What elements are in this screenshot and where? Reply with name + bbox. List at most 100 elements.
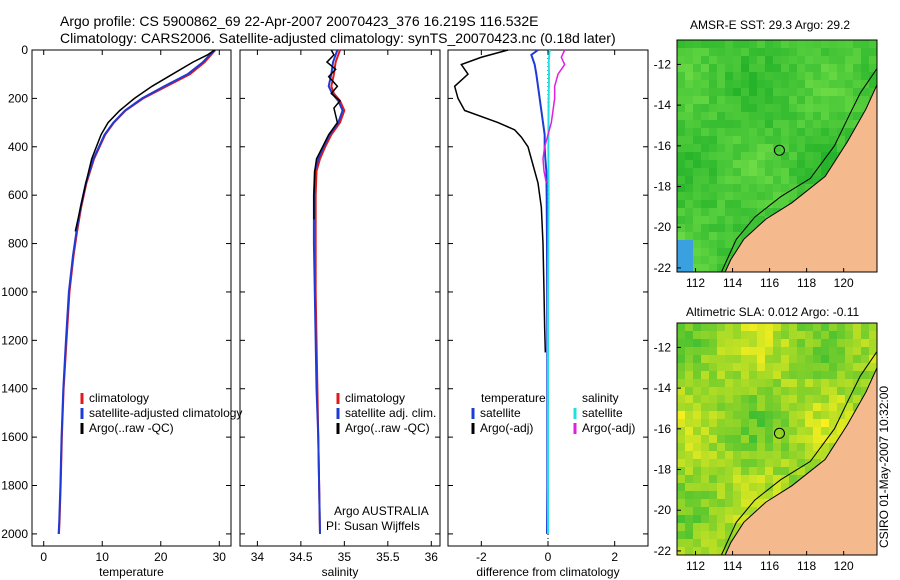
sla-map-cell: [821, 443, 830, 452]
sla-map-cell: [757, 347, 766, 356]
sla-map-cell: [693, 371, 702, 380]
sla-map-cell: [701, 435, 710, 444]
sst-map-cell: [757, 160, 766, 169]
sla-map-cell: [797, 363, 806, 372]
sst-map-cell: [677, 120, 686, 129]
sla-map-cell: [733, 371, 742, 380]
sst-map-cell: [701, 152, 710, 161]
sla-map-cell: [717, 507, 726, 516]
sla-map-cell: [773, 483, 782, 492]
sla-map-cell: [781, 411, 790, 420]
sst-map-cell: [693, 88, 702, 97]
sst-map-cell: [749, 208, 758, 217]
sla-map-land: [725, 367, 877, 555]
sla-map-cell: [789, 443, 798, 452]
sla-map-cell: [749, 451, 758, 460]
sst-map-cell: [765, 96, 774, 105]
sla-map-cell: [693, 443, 702, 452]
sla-map-cell: [797, 395, 806, 404]
sst-map-cell: [733, 112, 742, 121]
sst-map-cell: [741, 160, 750, 169]
sla-map-cell: [701, 387, 710, 396]
sla-map-cell: [685, 499, 694, 508]
sst-map-cell: [693, 256, 702, 265]
sst-map-cell: [757, 104, 766, 113]
depth-tick-label: 1400: [1, 382, 28, 396]
sla-map-cell: [861, 347, 870, 356]
sst-map-cell: [749, 152, 758, 161]
sla-map-cell: [805, 379, 814, 388]
sst-map-lon-label: 120: [834, 276, 854, 290]
sla-map-cell: [709, 339, 718, 348]
temperature-xlabel: temperature: [99, 565, 164, 579]
sla-map-cell: [741, 419, 750, 428]
figure-title-line2: Climatology: CARS2006. Satellite-adjuste…: [60, 30, 616, 46]
sla-map-cell: [757, 331, 766, 340]
sst-map-cell: [693, 136, 702, 145]
sla-map-cell: [709, 323, 718, 332]
sst-map-cell: [725, 40, 734, 49]
sst-map-cell: [749, 168, 758, 177]
sla-map-cell: [717, 371, 726, 380]
sla-map-cell: [805, 451, 814, 460]
sst-map-cell: [725, 144, 734, 153]
sst-map-cell: [685, 208, 694, 217]
difference-sal-legend-label: satellite: [582, 406, 623, 420]
sla-map-cell: [837, 331, 846, 340]
sla-map-cell: [797, 451, 806, 460]
sst-map-cell: [701, 80, 710, 89]
sla-map-cell: [781, 371, 790, 380]
sla-map-lat-label: -14: [654, 381, 672, 395]
sst-map-cell: [693, 224, 702, 233]
sst-map-cell: [709, 216, 718, 225]
sla-map-cell: [797, 355, 806, 364]
sst-map-cell: [709, 184, 718, 193]
sst-map-cell: [773, 96, 782, 105]
sla-map-cell: [789, 355, 798, 364]
sla-map-cell: [781, 387, 790, 396]
sla-map-cell: [781, 483, 790, 492]
sst-map-cell: [813, 80, 822, 89]
sst-map-lon-label: 116: [760, 276, 779, 290]
sla-map-cell: [709, 387, 718, 396]
sla-map-cell: [677, 419, 686, 428]
sst-map-cell: [861, 104, 870, 113]
sst-map-cell: [733, 208, 742, 217]
sst-map-cell: [765, 40, 774, 49]
sst-map-cell: [765, 64, 774, 73]
sla-map-cell: [685, 523, 694, 532]
sst-map-cell: [821, 120, 830, 129]
sla-map-cell: [789, 451, 798, 460]
sla-map-cell: [757, 475, 766, 484]
sla-map-cell: [693, 435, 702, 444]
sst-map-cell: [733, 48, 742, 57]
sla-map-cell: [677, 371, 686, 380]
sst-map-cell: [717, 72, 726, 81]
sla-map-cell: [677, 355, 686, 364]
sla-map-cell: [773, 339, 782, 348]
sst-map-cell: [733, 88, 742, 97]
difference-xtick-label: -2: [476, 550, 487, 564]
sla-map-cell: [869, 347, 878, 356]
sst-map-cell: [693, 264, 702, 273]
sst-map-cell: [717, 152, 726, 161]
sst-map-cell: [781, 136, 790, 145]
sla-map-cell: [765, 467, 774, 476]
sst-map-cell: [773, 192, 782, 201]
sst-map-cell: [725, 72, 734, 81]
sst-map-cell: [773, 56, 782, 65]
sla-map-cell: [725, 443, 734, 452]
sst-map-cell: [741, 88, 750, 97]
sla-map-cell: [693, 531, 702, 540]
sst-map-cell: [717, 112, 726, 121]
sla-map-cell: [677, 331, 686, 340]
sla-map-cell: [773, 331, 782, 340]
sla-map-cell: [693, 459, 702, 468]
sla-map-cell: [733, 355, 742, 364]
sst-map-cell: [741, 120, 750, 129]
sla-map-cell: [677, 523, 686, 532]
sst-map-cell: [709, 160, 718, 169]
sla-map-cell: [765, 411, 774, 420]
sla-map-cell: [829, 347, 838, 356]
sst-map-cell: [821, 168, 830, 177]
